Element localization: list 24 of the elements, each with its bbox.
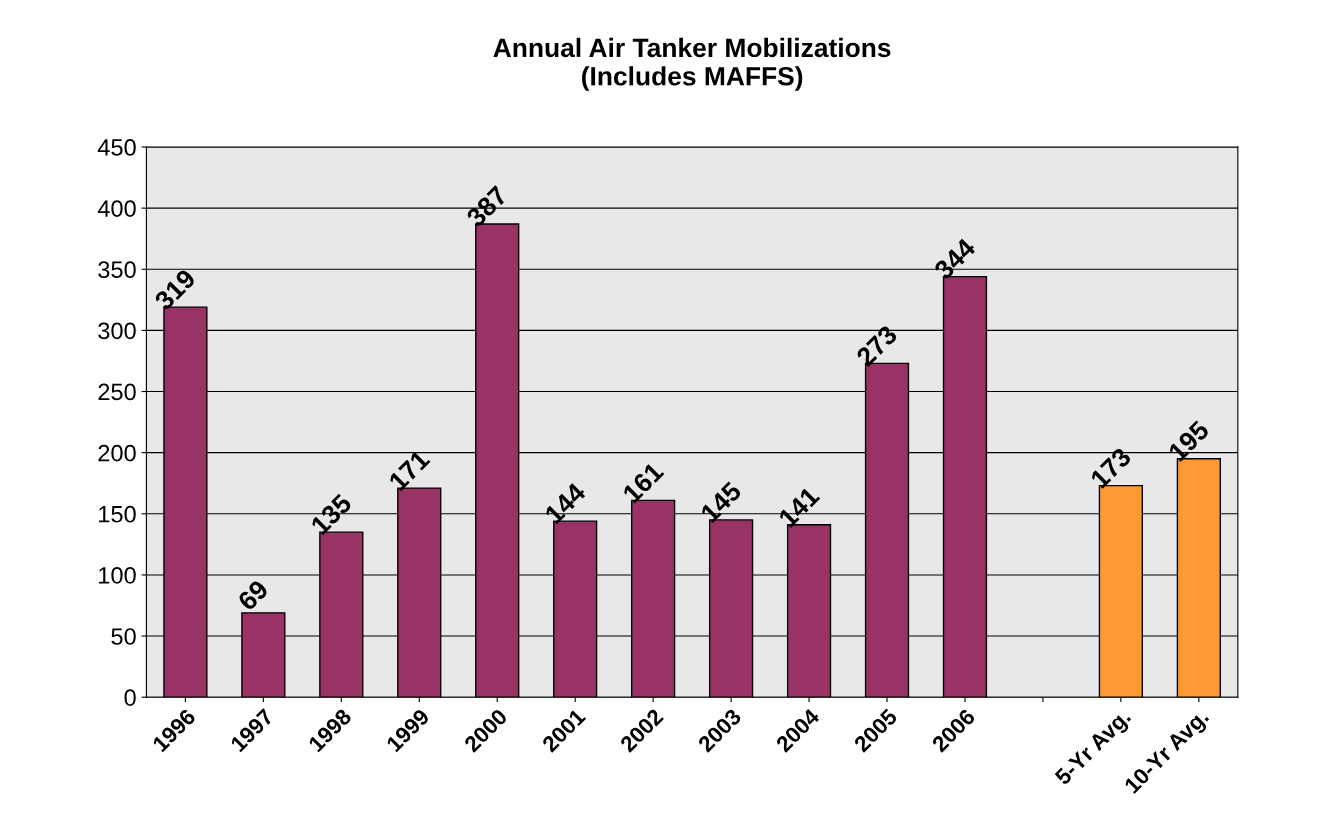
data-label: 145 — [700, 480, 743, 524]
data-label: 195 — [1167, 419, 1211, 463]
y-tick-label: 300 — [98, 322, 136, 340]
chart-title: Annual Air Tanker Mobilizations (Includes MAFFS) — [493, 37, 891, 91]
data-label: 141 — [777, 485, 821, 528]
y-tick-label: 250 — [98, 383, 136, 401]
data-label: 387 — [465, 185, 509, 229]
data-label: 171 — [388, 449, 431, 492]
data-label: 173 — [1089, 446, 1133, 490]
data-label: 135 — [310, 492, 353, 536]
y-tick-label: 400 — [97, 200, 136, 217]
y-tick-label: 0 — [124, 689, 136, 706]
data-label: 69 — [236, 578, 270, 612]
y-tick-label: 150 — [99, 505, 136, 523]
data-label: 273 — [855, 324, 899, 368]
data-label: 344 — [932, 236, 977, 281]
data-label: 319 — [153, 268, 197, 312]
data-label: 144 — [544, 481, 587, 525]
y-tick-label: 200 — [98, 444, 136, 462]
y-tick-label: 450 — [97, 139, 136, 156]
y-tick-label: 50 — [111, 628, 136, 645]
y-tick-label: 100 — [99, 567, 136, 584]
y-tick-label: 350 — [98, 261, 136, 279]
data-label: 161 — [621, 461, 665, 504]
